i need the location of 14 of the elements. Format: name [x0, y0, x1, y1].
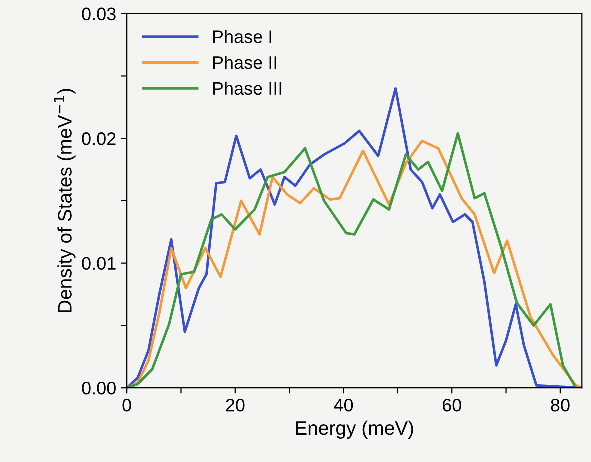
y-tick-label: 0.01	[82, 257, 116, 270]
x-tick-label: 80	[551, 398, 570, 412]
y-tick-label: 0.00	[82, 382, 116, 395]
y-tick-label: 0.02	[82, 132, 116, 146]
x-tick-label: 0	[122, 398, 132, 412]
legend-label: Phase III	[213, 82, 282, 96]
legend-label: Phase II	[213, 56, 277, 70]
x-tick-label: 40	[334, 398, 354, 412]
legend-label: Phase I	[213, 30, 272, 44]
y-tick-label: 0.03	[82, 8, 116, 21]
y-axis-title: Density of States (meV$^{−1}$)	[54, 89, 76, 312]
x-axis-title: Energy (meV)	[296, 420, 414, 440]
x-tick-label: 60	[442, 398, 462, 412]
x-tick-label: 20	[226, 398, 245, 412]
